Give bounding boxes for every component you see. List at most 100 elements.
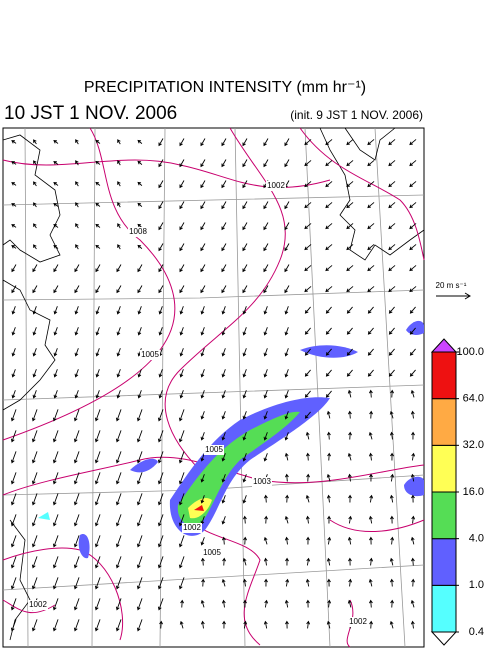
wind-vector xyxy=(221,306,226,315)
wind-vector xyxy=(263,536,268,545)
wind-vector xyxy=(31,430,38,443)
wind-vector xyxy=(326,431,331,440)
wind-vector xyxy=(390,536,395,545)
wind-vector xyxy=(242,327,247,336)
wind-vector xyxy=(53,285,59,294)
wind-vector xyxy=(137,244,143,249)
wind-vector xyxy=(117,244,121,250)
wind-vector xyxy=(411,515,416,524)
wind-vector xyxy=(346,265,354,272)
wind-vector xyxy=(284,222,290,231)
wind-vector xyxy=(52,451,59,464)
wind-vector xyxy=(347,389,352,398)
wind-vector xyxy=(10,472,17,485)
wind-vector xyxy=(95,285,101,294)
wind-vector xyxy=(11,182,17,186)
precipitation xyxy=(38,320,424,559)
wind-vector xyxy=(263,620,268,629)
wind-vector xyxy=(367,139,375,146)
wind-vector xyxy=(95,160,101,165)
colorbar-segment xyxy=(431,444,457,493)
wind-vector xyxy=(242,557,247,566)
wind-vector xyxy=(221,453,226,462)
wind-vector xyxy=(368,599,373,608)
wind-vector xyxy=(178,514,185,527)
wind-vector xyxy=(221,599,226,608)
wind-vector xyxy=(157,409,164,422)
wind-vector xyxy=(200,285,206,294)
wind-vector xyxy=(94,472,101,485)
wind-vector xyxy=(221,285,227,294)
wind-vector xyxy=(284,327,289,336)
wind-vector xyxy=(73,514,80,527)
wind-vector xyxy=(326,620,331,629)
wind-vector xyxy=(389,557,394,566)
wind-vector xyxy=(326,557,331,566)
wind-vector xyxy=(369,494,374,503)
wind-vector xyxy=(348,578,353,587)
wind-vector xyxy=(157,556,164,569)
wind-vector xyxy=(284,348,289,357)
wind-vector xyxy=(305,452,310,461)
colorbar-label: 16.0 xyxy=(463,486,484,498)
wind-vector xyxy=(243,620,248,629)
wind-vector xyxy=(117,223,121,229)
wind-vector xyxy=(242,201,248,210)
wind-vector xyxy=(326,494,331,503)
wind-vector xyxy=(95,348,100,357)
wind-vector xyxy=(53,182,59,186)
wind-vector xyxy=(157,598,164,611)
wind-vector xyxy=(11,140,17,144)
contour-label-bg xyxy=(28,600,48,610)
wind-vector xyxy=(178,493,185,506)
wind-vector xyxy=(179,285,185,294)
wind-vector xyxy=(52,493,59,506)
wind-vector xyxy=(221,264,227,273)
wind-vector xyxy=(136,451,143,464)
wind-vector xyxy=(157,472,164,485)
wind-vector xyxy=(73,493,80,506)
wind-vector xyxy=(388,202,396,209)
wind-vector xyxy=(325,369,332,377)
wind-vector xyxy=(200,453,205,462)
wind-vector xyxy=(242,348,247,357)
wind-vector xyxy=(284,473,289,482)
wind-vector xyxy=(95,202,101,207)
wind-vector xyxy=(73,409,80,422)
wind-vector xyxy=(390,389,395,398)
wind-vector xyxy=(346,286,354,293)
wind-vector xyxy=(368,578,373,587)
wind-vector xyxy=(284,243,290,252)
wind-vector xyxy=(327,536,332,545)
wind-vector xyxy=(367,244,375,251)
wind-vector xyxy=(33,139,37,145)
wind-vector xyxy=(33,244,37,250)
wind-vector xyxy=(137,390,142,399)
wind-vector xyxy=(346,348,353,356)
wind-vector xyxy=(179,327,184,336)
wind-vector xyxy=(31,472,38,485)
wind-vector xyxy=(11,306,16,315)
wind-vector xyxy=(158,264,164,273)
wind-vector xyxy=(409,348,416,356)
wind-vector xyxy=(32,348,37,357)
valid-time: 10 JST 1 NOV. 2006 xyxy=(4,103,177,124)
wind-vector xyxy=(94,493,101,506)
wind-vector xyxy=(284,369,289,378)
wind-vector xyxy=(73,451,80,464)
wind-vector xyxy=(178,451,185,464)
wind-vector xyxy=(75,202,79,208)
wind-vector xyxy=(242,411,247,420)
wind-vector xyxy=(31,514,38,527)
wind-vector xyxy=(284,411,289,420)
colorbar-label: 32.0 xyxy=(463,439,484,451)
wind-vector xyxy=(263,494,268,503)
wind-vector xyxy=(388,139,396,146)
wind-vector xyxy=(33,202,37,208)
wind-vector xyxy=(326,410,331,419)
wind-vector xyxy=(242,138,248,147)
wind-vector xyxy=(410,473,415,482)
colorbar-label: 1.0 xyxy=(469,579,484,591)
wind-vector xyxy=(178,472,185,485)
wind-vector xyxy=(11,224,17,228)
